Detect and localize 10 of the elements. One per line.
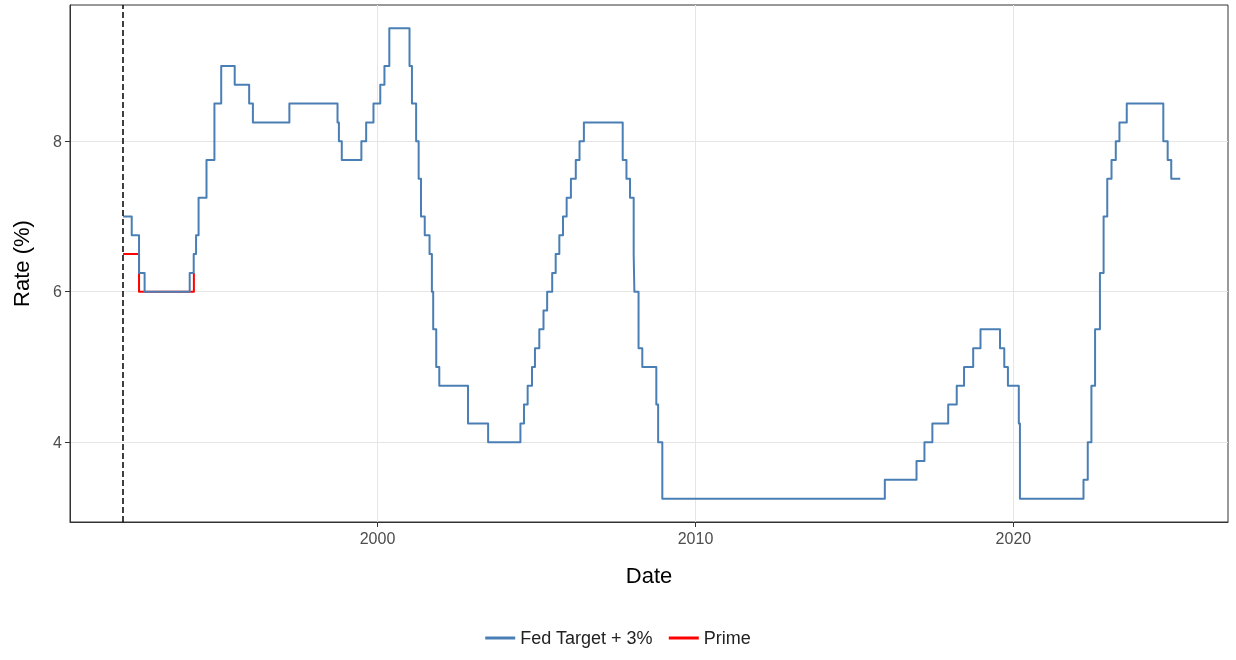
- x-tick-label: 2000: [359, 529, 396, 547]
- y-tick-label: 6: [53, 283, 63, 301]
- y-tick-label: 4: [53, 433, 63, 451]
- y-axis-title: Rate (%): [8, 220, 34, 307]
- x-tick-label: 2010: [677, 529, 714, 547]
- x-tick-label: 2020: [995, 529, 1032, 547]
- legend-label: Prime: [703, 628, 751, 648]
- legend-label: Fed Target + 3%: [520, 628, 653, 648]
- x-axis-title: Date: [625, 562, 673, 588]
- y-tick-label: 8: [53, 132, 63, 150]
